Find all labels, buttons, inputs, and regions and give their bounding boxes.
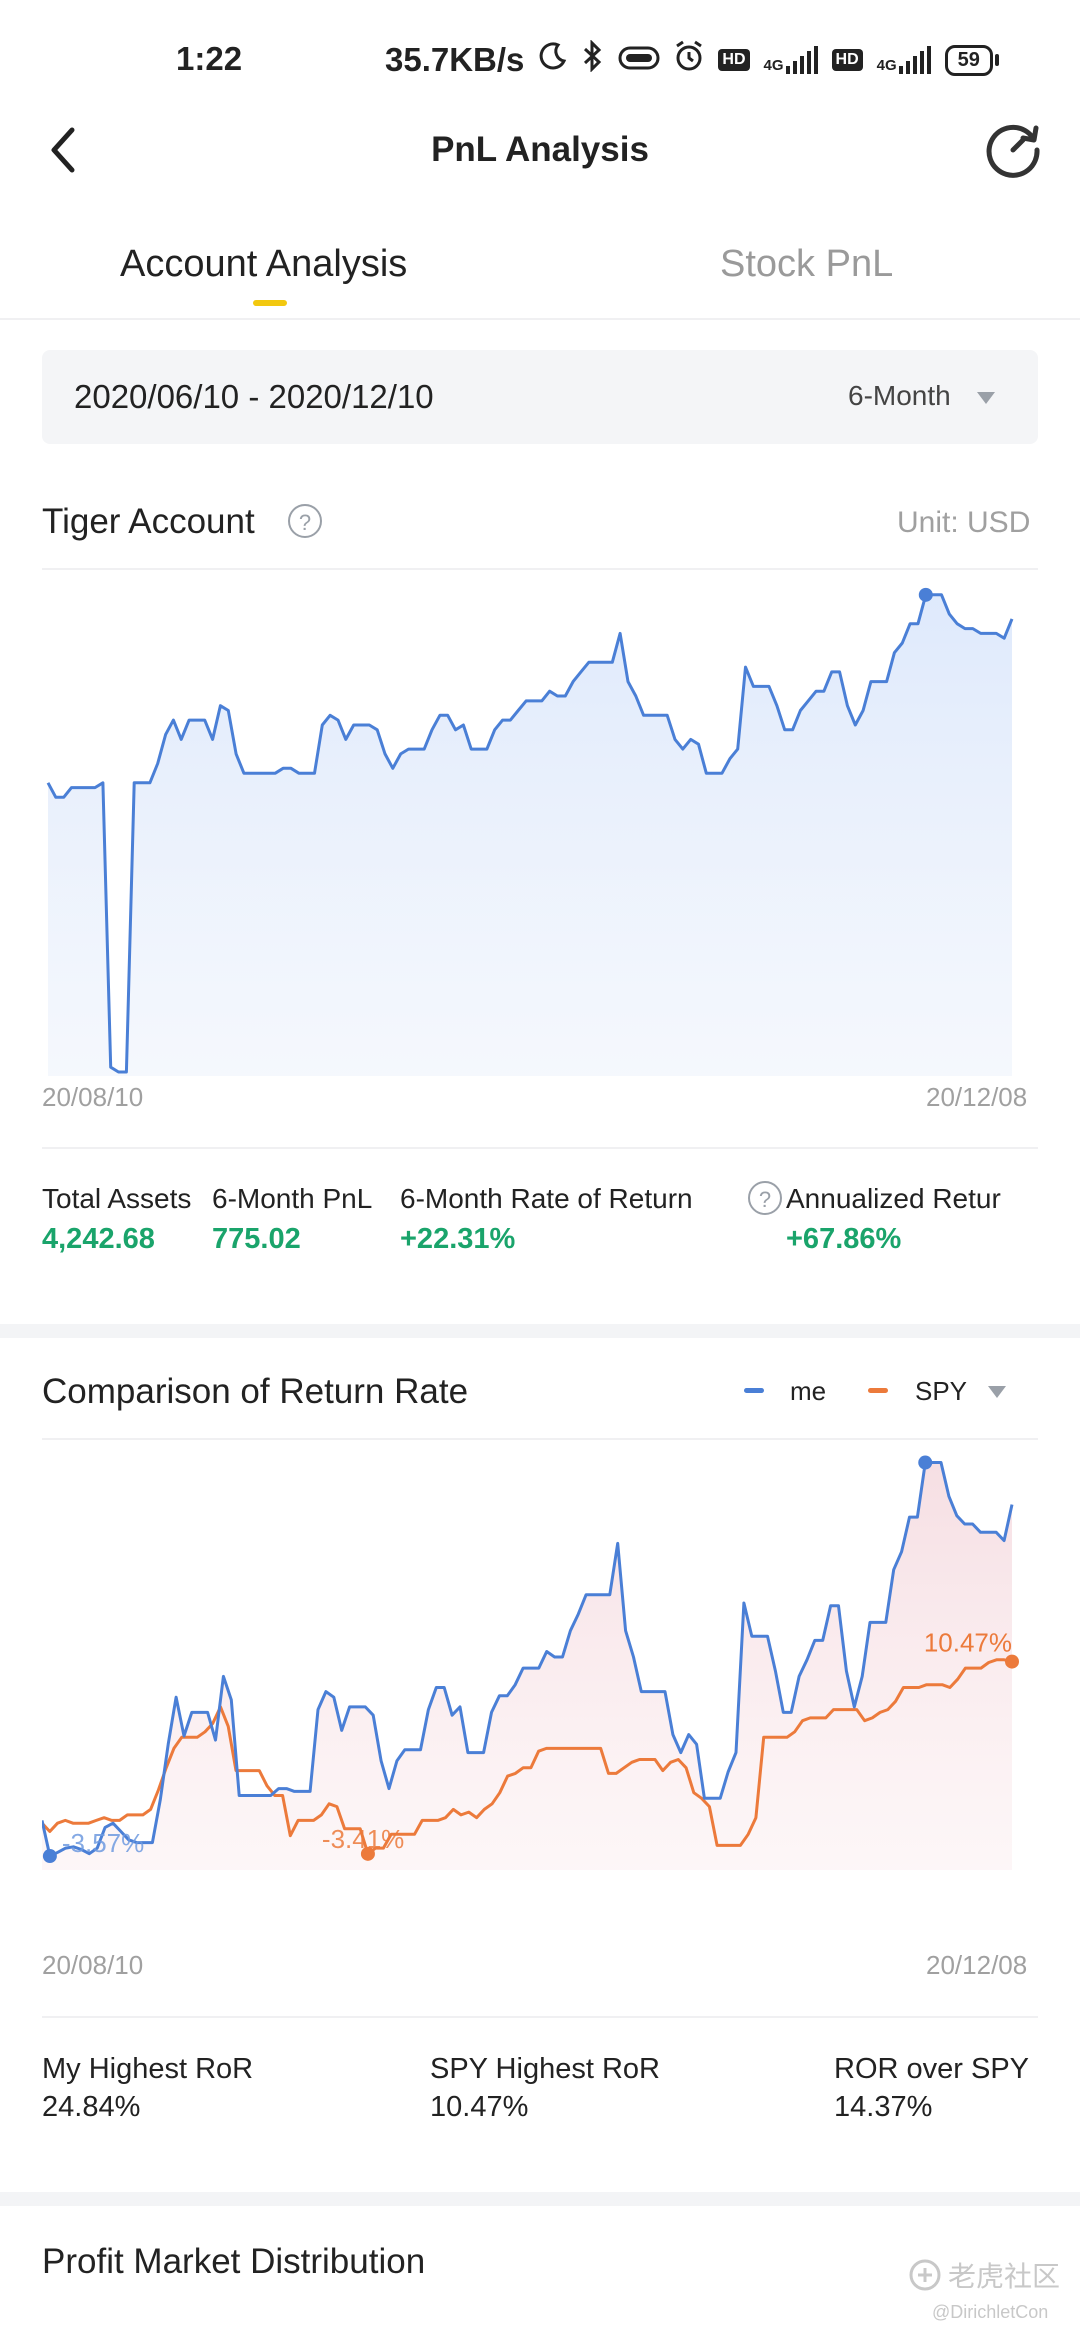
stat-value-pnl: 775.02	[212, 1223, 301, 1255]
signal-icon: 4G	[764, 46, 818, 74]
spy-highest-ror-value: 10.47%	[430, 2091, 529, 2123]
refresh-button[interactable]	[983, 120, 1043, 180]
my-highest-ror-value: 24.84%	[42, 2091, 141, 2123]
refresh-icon	[986, 124, 1040, 178]
max-point-marker	[918, 587, 933, 602]
period-dropdown[interactable]: 6-Month	[848, 380, 951, 411]
me-line	[42, 1461, 1014, 1858]
date-range-selector[interactable]	[42, 350, 1038, 444]
date-range-value: 2020/06/10 - 2020/12/10	[74, 378, 434, 415]
help-icon[interactable]: ?	[288, 504, 322, 538]
caret-down-icon[interactable]	[988, 1386, 1006, 1398]
legend-spy-swatch	[868, 1388, 888, 1393]
network-type: 4G	[876, 57, 897, 74]
spy-min-marker	[360, 1846, 375, 1861]
account-line	[46, 593, 1014, 1074]
me-area-fill	[42, 1462, 1012, 1870]
me-max-marker	[918, 1455, 933, 1470]
stat-label-annualized: Annualized Retur	[786, 1183, 1001, 1214]
status-time: 1:22	[176, 40, 243, 77]
legend-me-label: me	[790, 1376, 827, 1406]
account-section-title: Tiger Account	[42, 502, 255, 541]
tab-account-analysis[interactable]: Account Analysis	[120, 243, 408, 285]
stat-value-annualized: +67.86%	[786, 1223, 902, 1255]
help-icon[interactable]: ?	[748, 1181, 782, 1215]
spy-last-marker	[1005, 1654, 1019, 1669]
active-tab-indicator	[253, 300, 287, 306]
signal-icon: 4G	[877, 46, 931, 74]
stat-label-total-assets: Total Assets	[42, 1183, 192, 1214]
status-icons: 35.7KB/s HD 4G HD 4G 59	[385, 39, 999, 80]
section-separator	[0, 2192, 1080, 2206]
network-type: 4G	[763, 57, 784, 74]
chevron-left-icon	[51, 127, 75, 173]
watermark-user: @DirichletCon	[932, 2302, 1049, 2322]
watermark: 老虎社区	[908, 2255, 1060, 2295]
hd-badge: HD	[718, 49, 750, 71]
me-min-label: -3.57%	[62, 1828, 144, 1858]
caret-down-icon[interactable]	[977, 392, 995, 404]
watermark-brand: 老虎社区	[948, 2261, 1061, 2292]
alarm-icon	[674, 40, 704, 80]
status-bar: 1:22 35.7KB/s HD 4G HD 4G 59	[0, 0, 1080, 120]
unit-label: Unit: USD	[897, 506, 1031, 539]
network-speed: 35.7KB/s	[385, 41, 525, 78]
section-separator	[0, 1324, 1080, 1338]
account-area-fill	[48, 594, 1012, 1076]
hd-badge: HD	[831, 49, 863, 71]
stat-value-total-assets: 4,242.68	[42, 1223, 155, 1255]
bluetooth-icon	[582, 39, 604, 80]
return-comparison-chart[interactable]: -3.57% -3.41% 10.47%	[42, 1442, 1038, 1957]
account-value-chart[interactable]	[42, 572, 1038, 1082]
me-min-marker	[42, 1849, 57, 1864]
stat-label-rate-of-return: 6-Month Rate of Return	[400, 1183, 693, 1214]
tiger-logo-icon	[909, 2259, 941, 2291]
x-axis-end: 20/12/08	[926, 1082, 1028, 1112]
legend-spy-label: SPY	[915, 1376, 968, 1406]
chart-top-line	[42, 568, 1038, 570]
back-button[interactable]	[44, 120, 84, 180]
comparison-section-title: Comparison of Return Rate	[42, 1372, 469, 1411]
stat-value-rate-of-return: +22.31%	[400, 1223, 516, 1255]
x-axis-start: 20/08/10	[42, 1082, 144, 1112]
moon-icon	[538, 41, 568, 79]
chart-top-line	[42, 1438, 1038, 1440]
summary-divider	[42, 2016, 1038, 2018]
battery-level: 59	[944, 44, 993, 76]
toggle-icon	[618, 41, 660, 79]
battery-icon: 59	[944, 44, 999, 76]
spy-min-label: -3.41%	[322, 1824, 404, 1854]
ror-over-spy-value: 14.37%	[834, 2091, 933, 2123]
spy-last-label: 10.47%	[924, 1628, 1012, 1658]
x-axis-start: 20/08/10	[42, 1950, 144, 1980]
legend-me-swatch	[744, 1388, 764, 1393]
stats-divider	[42, 1147, 1038, 1149]
ror-over-spy-label: ROR over SPY	[834, 2053, 1029, 2085]
stat-label-pnl: 6-Month PnL	[212, 1183, 373, 1214]
page-title: PnL Analysis	[431, 130, 649, 169]
distribution-section-title: Profit Market Distribution	[42, 2242, 426, 2281]
my-highest-ror-label: My Highest RoR	[42, 2053, 254, 2085]
spy-line	[42, 1658, 1013, 1856]
spy-highest-ror-label: SPY Highest RoR	[430, 2053, 660, 2085]
tab-divider	[0, 318, 1080, 320]
tab-stock-pnl[interactable]: Stock PnL	[720, 243, 894, 285]
x-axis-end: 20/12/08	[926, 1950, 1028, 1980]
